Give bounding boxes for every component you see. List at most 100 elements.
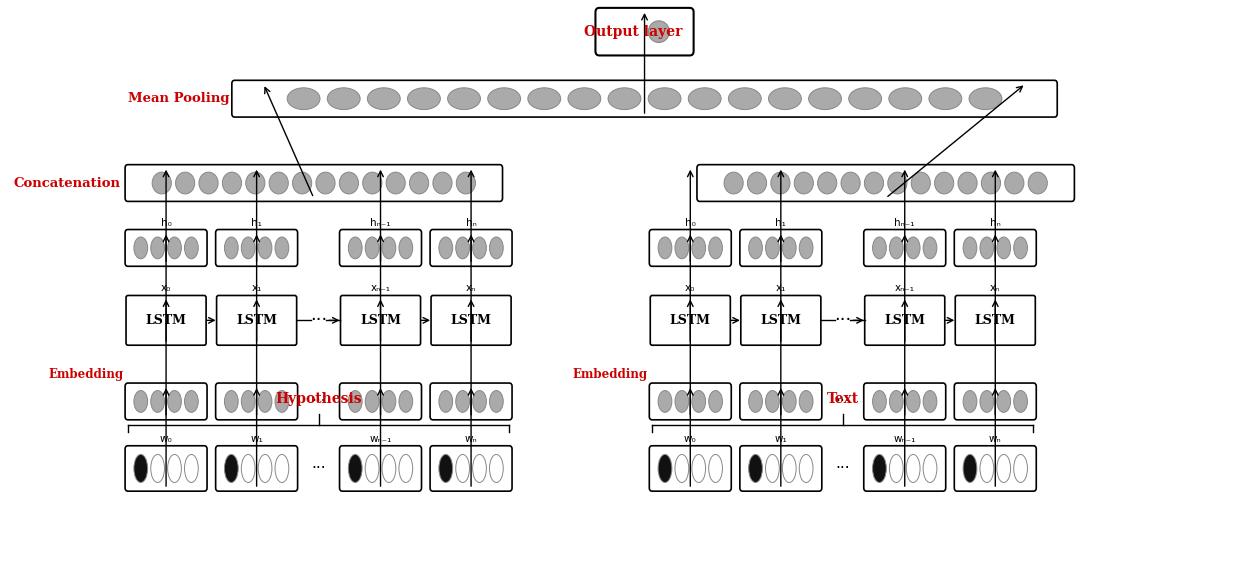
Ellipse shape xyxy=(410,172,428,194)
Text: LSTM: LSTM xyxy=(360,314,401,327)
FancyBboxPatch shape xyxy=(339,383,422,420)
Ellipse shape xyxy=(490,390,503,412)
Text: Concatenation: Concatenation xyxy=(14,176,121,189)
Ellipse shape xyxy=(890,390,903,412)
Ellipse shape xyxy=(890,237,903,259)
FancyBboxPatch shape xyxy=(954,229,1037,266)
FancyBboxPatch shape xyxy=(865,295,945,345)
Text: h₁: h₁ xyxy=(775,218,786,228)
Text: x₁: x₁ xyxy=(252,283,262,293)
Ellipse shape xyxy=(765,390,780,412)
Ellipse shape xyxy=(1013,454,1028,483)
Ellipse shape xyxy=(890,454,903,483)
Ellipse shape xyxy=(675,237,689,259)
FancyBboxPatch shape xyxy=(216,229,297,266)
Text: Text: Text xyxy=(827,392,859,406)
Ellipse shape xyxy=(1013,390,1028,412)
Ellipse shape xyxy=(929,88,961,110)
Ellipse shape xyxy=(327,88,360,110)
Ellipse shape xyxy=(1013,237,1028,259)
FancyBboxPatch shape xyxy=(740,383,822,420)
FancyBboxPatch shape xyxy=(650,295,731,345)
Ellipse shape xyxy=(258,237,271,259)
Ellipse shape xyxy=(997,390,1011,412)
Ellipse shape xyxy=(692,454,706,483)
Ellipse shape xyxy=(692,237,706,259)
Ellipse shape xyxy=(708,390,722,412)
Ellipse shape xyxy=(185,390,199,412)
Text: LSTM: LSTM xyxy=(760,314,801,327)
FancyBboxPatch shape xyxy=(649,229,732,266)
Ellipse shape xyxy=(997,237,1011,259)
Text: ···: ··· xyxy=(835,461,850,476)
Ellipse shape xyxy=(457,172,475,194)
Text: w₁: w₁ xyxy=(251,434,263,444)
Ellipse shape xyxy=(487,88,521,110)
Text: Mean Pooling: Mean Pooling xyxy=(128,92,230,105)
Ellipse shape xyxy=(168,237,181,259)
Ellipse shape xyxy=(455,390,469,412)
Ellipse shape xyxy=(808,88,842,110)
Ellipse shape xyxy=(242,390,255,412)
Ellipse shape xyxy=(473,454,486,483)
Text: h₁: h₁ xyxy=(252,218,262,228)
Ellipse shape xyxy=(222,172,242,194)
FancyBboxPatch shape xyxy=(649,383,732,420)
Ellipse shape xyxy=(246,172,265,194)
Text: w₀: w₀ xyxy=(159,434,173,444)
Text: LSTM: LSTM xyxy=(885,314,926,327)
Ellipse shape xyxy=(199,172,218,194)
FancyBboxPatch shape xyxy=(217,295,296,345)
Text: Embedding: Embedding xyxy=(573,368,648,381)
Ellipse shape xyxy=(152,172,172,194)
Ellipse shape xyxy=(383,390,396,412)
Ellipse shape xyxy=(455,454,469,483)
Ellipse shape xyxy=(675,454,689,483)
Ellipse shape xyxy=(275,454,289,483)
Ellipse shape xyxy=(997,454,1011,483)
Ellipse shape xyxy=(981,172,1001,194)
Ellipse shape xyxy=(765,237,780,259)
Ellipse shape xyxy=(872,390,886,412)
Text: LSTM: LSTM xyxy=(146,314,186,327)
Ellipse shape xyxy=(135,454,148,483)
Ellipse shape xyxy=(923,390,937,412)
Ellipse shape xyxy=(963,454,977,483)
Ellipse shape xyxy=(963,390,977,412)
Ellipse shape xyxy=(958,172,977,194)
Ellipse shape xyxy=(383,454,396,483)
Ellipse shape xyxy=(818,172,837,194)
Ellipse shape xyxy=(969,88,1002,110)
Text: xₙ: xₙ xyxy=(990,283,1001,293)
Text: w₁: w₁ xyxy=(775,434,787,444)
Ellipse shape xyxy=(675,390,689,412)
Ellipse shape xyxy=(399,454,412,483)
FancyBboxPatch shape xyxy=(864,383,945,420)
Ellipse shape xyxy=(748,172,766,194)
Ellipse shape xyxy=(872,237,886,259)
Ellipse shape xyxy=(386,172,405,194)
Ellipse shape xyxy=(769,88,801,110)
Ellipse shape xyxy=(365,390,379,412)
Ellipse shape xyxy=(724,172,743,194)
FancyBboxPatch shape xyxy=(216,383,297,420)
Ellipse shape xyxy=(782,454,796,483)
Ellipse shape xyxy=(473,237,486,259)
Ellipse shape xyxy=(185,237,199,259)
Ellipse shape xyxy=(242,237,255,259)
Ellipse shape xyxy=(911,172,930,194)
Ellipse shape xyxy=(795,172,813,194)
Text: hₙ: hₙ xyxy=(465,218,476,228)
Ellipse shape xyxy=(923,237,937,259)
Text: x₀: x₀ xyxy=(160,283,172,293)
Ellipse shape xyxy=(887,172,907,194)
Ellipse shape xyxy=(490,237,503,259)
Ellipse shape xyxy=(368,88,400,110)
Ellipse shape xyxy=(168,454,181,483)
Ellipse shape xyxy=(980,390,993,412)
Ellipse shape xyxy=(348,237,362,259)
Ellipse shape xyxy=(365,454,379,483)
Ellipse shape xyxy=(528,88,560,110)
Text: xₙ: xₙ xyxy=(466,283,476,293)
Ellipse shape xyxy=(963,237,977,259)
